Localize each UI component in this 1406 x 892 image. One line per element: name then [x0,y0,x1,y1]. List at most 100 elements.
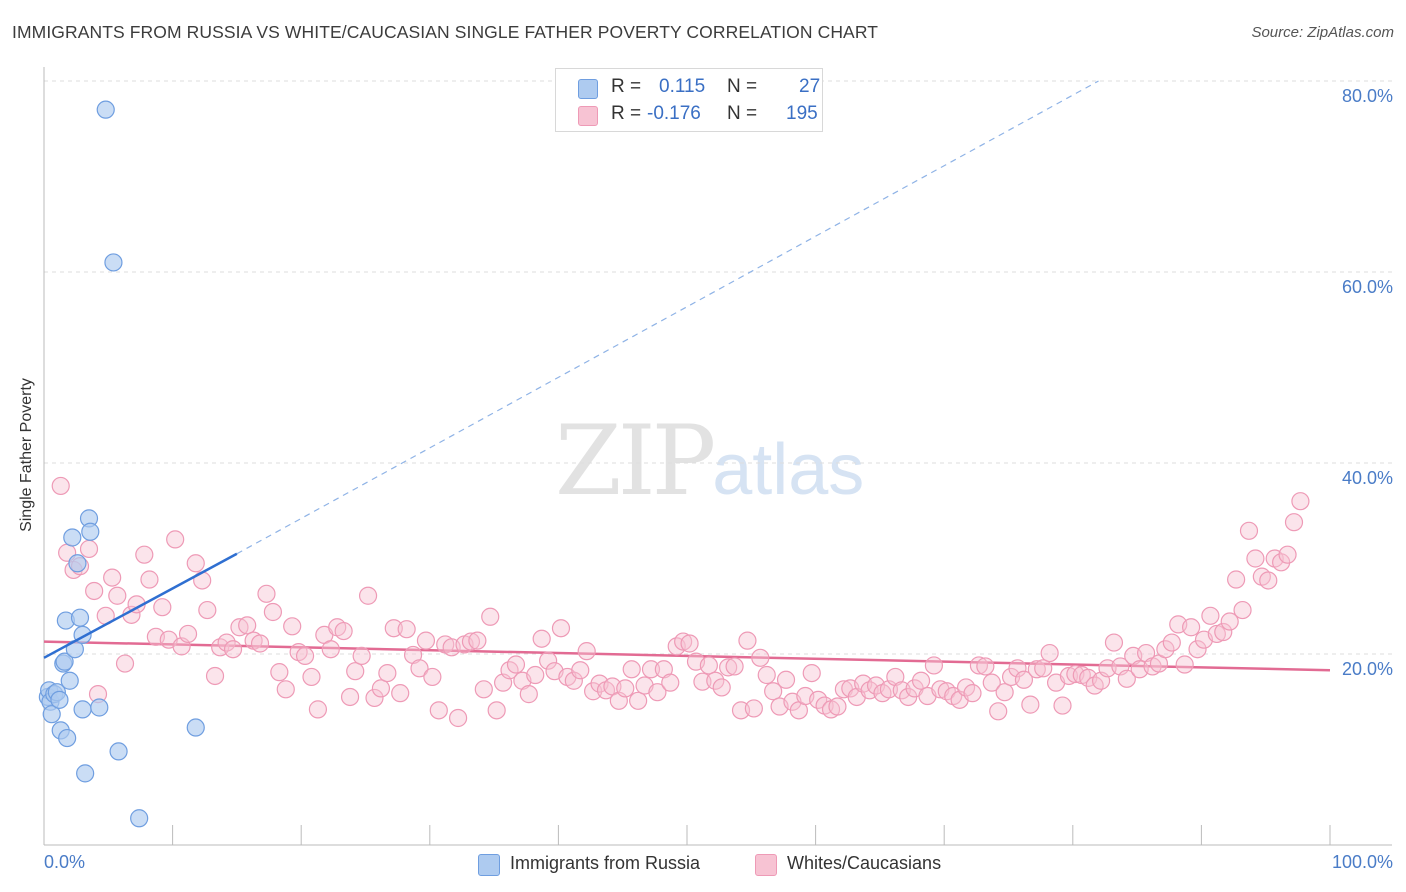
white-point-33 [263,602,283,622]
white-point-111 [764,682,783,701]
russia-point-11 [58,728,77,748]
white-point-100 [693,672,712,691]
white-point-179 [1201,606,1220,625]
white-point-83 [584,682,603,701]
white-point-191 [1278,545,1297,564]
r-label: R = [611,76,642,97]
chart-title: IMMIGRANTS FROM RUSSIA VS WHITE/CAUCASIA… [12,22,879,42]
y-axis-label: Single Father Poverty [18,378,35,532]
white-point-62 [448,708,468,728]
russia-point-9 [55,652,74,671]
white-point-18 [166,530,185,549]
white-point-107 [738,631,757,650]
white-point-101 [699,656,718,675]
white-point-42 [321,640,340,659]
y-tick-label-80: 80.0% [1341,86,1393,106]
white-point-193 [1291,492,1310,511]
white-point-81 [571,661,590,680]
n-label: N = [727,103,758,124]
white-point-146 [989,702,1008,721]
white-point-68 [487,701,506,720]
white-point-136 [924,656,944,675]
russia-trend-layer [43,80,1099,659]
white-swatch [578,106,598,126]
legend-white-swatch [755,854,777,876]
white-point-190 [1272,553,1291,572]
white-point-186 [1246,549,1265,568]
white-point-173 [1162,633,1181,652]
white-point-40 [308,700,328,719]
white-point-31 [250,634,270,653]
white-point-13 [135,545,154,564]
white-point-152 [1027,660,1046,679]
white-point-66 [474,680,493,699]
white-point-110 [757,665,776,685]
white-point-184 [1233,600,1252,620]
white-point-134 [911,671,931,690]
n-label: N = [727,76,758,97]
white-point-92 [641,660,661,679]
y-tick-label-60: 60.0% [1341,277,1393,297]
white-point-177 [1188,640,1207,659]
white-point-47 [352,646,371,666]
white-point-157 [1059,666,1079,686]
white-point-108 [744,699,763,718]
white-point-90 [629,691,648,710]
white-point-44 [334,621,353,641]
white-point-104 [719,658,738,677]
white-point-188 [1259,571,1278,590]
white-point-142 [963,684,982,703]
x-tick-label-100: 100.0% [1331,852,1393,872]
white-point-39 [302,667,321,687]
white-point-53 [391,684,410,703]
russia-point-6 [50,690,69,709]
white-point-153 [1034,659,1053,678]
white-point-8 [103,568,122,587]
white-point-78 [551,619,571,638]
white-point-50 [371,679,391,698]
white-point-9 [108,586,127,605]
white-point-32 [257,584,276,603]
white-point-5 [85,581,104,601]
white-point-113 [776,670,796,689]
white-point-156 [1053,696,1072,715]
white-point-71 [506,655,526,674]
white-point-150 [1014,670,1034,689]
y-tick-label-40: 40.0% [1341,468,1393,488]
legend-white-label: Whites/Caucasians [787,853,942,873]
white-point-183 [1227,570,1246,589]
white-point-149 [1008,659,1027,678]
russia-trend-extension [236,80,1099,555]
white-point-26 [217,633,236,652]
white-point-38 [295,646,315,666]
white-point-121 [828,697,847,716]
correlation-stats-box: R = 0.115 N = 27 R = -0.176 N = 195 [555,68,823,132]
russia-point-27 [186,718,205,737]
white-point-27 [223,640,243,659]
white-point-172 [1156,640,1175,659]
white-point-176 [1182,618,1201,637]
russia-point-24 [104,253,123,272]
russia-point-16 [70,608,90,627]
watermark-zip: ZIP [555,405,716,517]
white-point-65 [468,631,487,650]
r-label: R = [611,103,642,124]
white-point-34 [270,663,289,682]
legend-russia-swatch [478,854,500,876]
russia-point-18 [73,700,92,719]
white-point-4 [79,539,99,559]
russia-point-26 [130,809,149,828]
white-point-49 [365,688,384,708]
white-point-185 [1239,521,1259,540]
white-point-105 [725,657,744,676]
russia-point-3 [42,705,61,724]
russia-n-value: 27 [799,76,821,97]
white-point-74 [526,665,545,685]
white-point-20 [178,624,198,644]
russia-r-value: 0.115 [659,76,706,97]
white-point-109 [751,648,770,667]
x-tick-label-0: 0.0% [44,852,86,872]
white-point-64 [461,632,481,651]
white-point-36 [283,617,302,636]
